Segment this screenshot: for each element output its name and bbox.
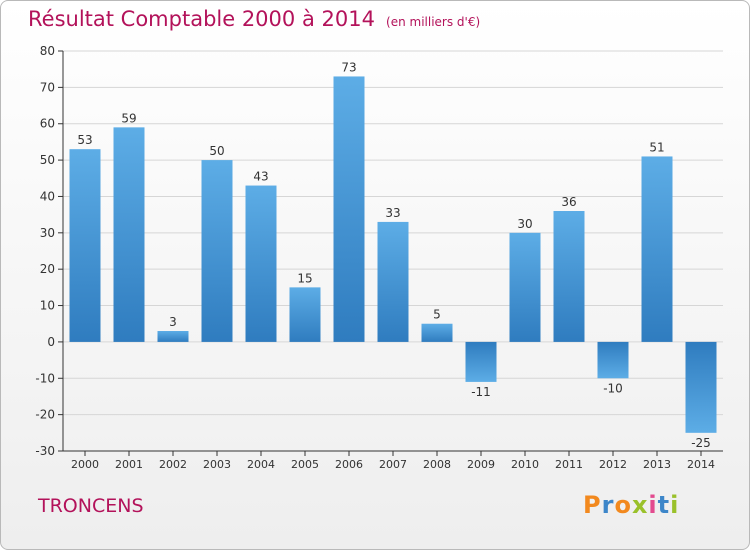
data-label: 43 — [253, 170, 268, 184]
bar-2007 — [377, 221, 409, 342]
logo-letter: t — [657, 491, 671, 519]
data-label: 3 — [169, 315, 177, 329]
logo-letter: P — [583, 491, 602, 519]
bar-2013 — [641, 156, 673, 342]
chart-title-block: Résultat Comptable 2000 à 2014 (en milli… — [28, 7, 480, 31]
y-tick-label: 80 — [40, 44, 55, 58]
y-tick-label: 60 — [40, 117, 55, 131]
data-label: 5 — [433, 308, 441, 322]
y-tick-label: 0 — [47, 335, 55, 349]
data-label: 59 — [121, 111, 136, 125]
bar-2005 — [289, 287, 321, 342]
bar-2001 — [113, 127, 145, 342]
bar-2011 — [553, 211, 585, 342]
data-label: 15 — [297, 271, 312, 285]
y-tick-label: -20 — [35, 408, 55, 422]
y-tick-label: -30 — [35, 444, 55, 458]
y-tick-label: 40 — [40, 189, 55, 203]
data-label: 30 — [517, 217, 532, 231]
bar-2012 — [597, 341, 629, 379]
x-tick-label: 2005 — [291, 458, 319, 471]
y-tick-label: 20 — [40, 262, 55, 276]
data-label: 50 — [209, 144, 224, 158]
y-tick-label: -10 — [35, 371, 55, 385]
x-tick-label: 2004 — [247, 458, 275, 471]
x-tick-label: 2014 — [687, 458, 715, 471]
data-label: 36 — [561, 195, 576, 209]
data-label: 33 — [385, 206, 400, 220]
bar-2014 — [685, 341, 717, 433]
data-label: -11 — [471, 385, 491, 399]
data-label: 51 — [649, 140, 664, 154]
data-label: -10 — [603, 381, 623, 395]
y-tick-label: 30 — [40, 226, 55, 240]
data-label: 73 — [341, 60, 356, 74]
bar-2003 — [201, 160, 233, 342]
bar-2010 — [509, 232, 541, 342]
data-label: -25 — [691, 436, 711, 450]
bar-2009 — [465, 341, 497, 382]
logo-letter: i — [648, 491, 658, 519]
bar-2006 — [333, 76, 365, 342]
bar-2002 — [157, 331, 189, 342]
data-label: 53 — [77, 133, 92, 147]
bar-2004 — [245, 185, 277, 342]
proxiti-logo: Proxiti — [583, 491, 679, 519]
y-tick-label: 50 — [40, 153, 55, 167]
x-tick-label: 2012 — [599, 458, 627, 471]
logo-letter: i — [670, 491, 680, 519]
x-tick-label: 2009 — [467, 458, 495, 471]
x-tick-label: 2007 — [379, 458, 407, 471]
x-tick-label: 2010 — [511, 458, 539, 471]
unit-note: (en milliers d'€) — [386, 15, 481, 29]
x-tick-label: 2003 — [203, 458, 231, 471]
x-tick-label: 2002 — [159, 458, 187, 471]
chart-title: Résultat Comptable 2000 à 2014 — [28, 7, 375, 31]
logo-letter: x — [631, 491, 649, 519]
x-tick-label: 2006 — [335, 458, 363, 471]
bar-2000 — [69, 149, 101, 342]
x-tick-label: 2000 — [71, 458, 99, 471]
y-tick-label: 70 — [40, 80, 55, 94]
logo-letter: r — [601, 491, 615, 519]
x-tick-label: 2008 — [423, 458, 451, 471]
commune-name: TRONCENS — [38, 495, 144, 517]
logo-letter: o — [614, 491, 632, 519]
bar-2008 — [421, 323, 453, 342]
y-tick-label: 10 — [40, 299, 55, 313]
x-tick-label: 2011 — [555, 458, 583, 471]
x-tick-label: 2013 — [643, 458, 671, 471]
x-tick-label: 2001 — [115, 458, 143, 471]
